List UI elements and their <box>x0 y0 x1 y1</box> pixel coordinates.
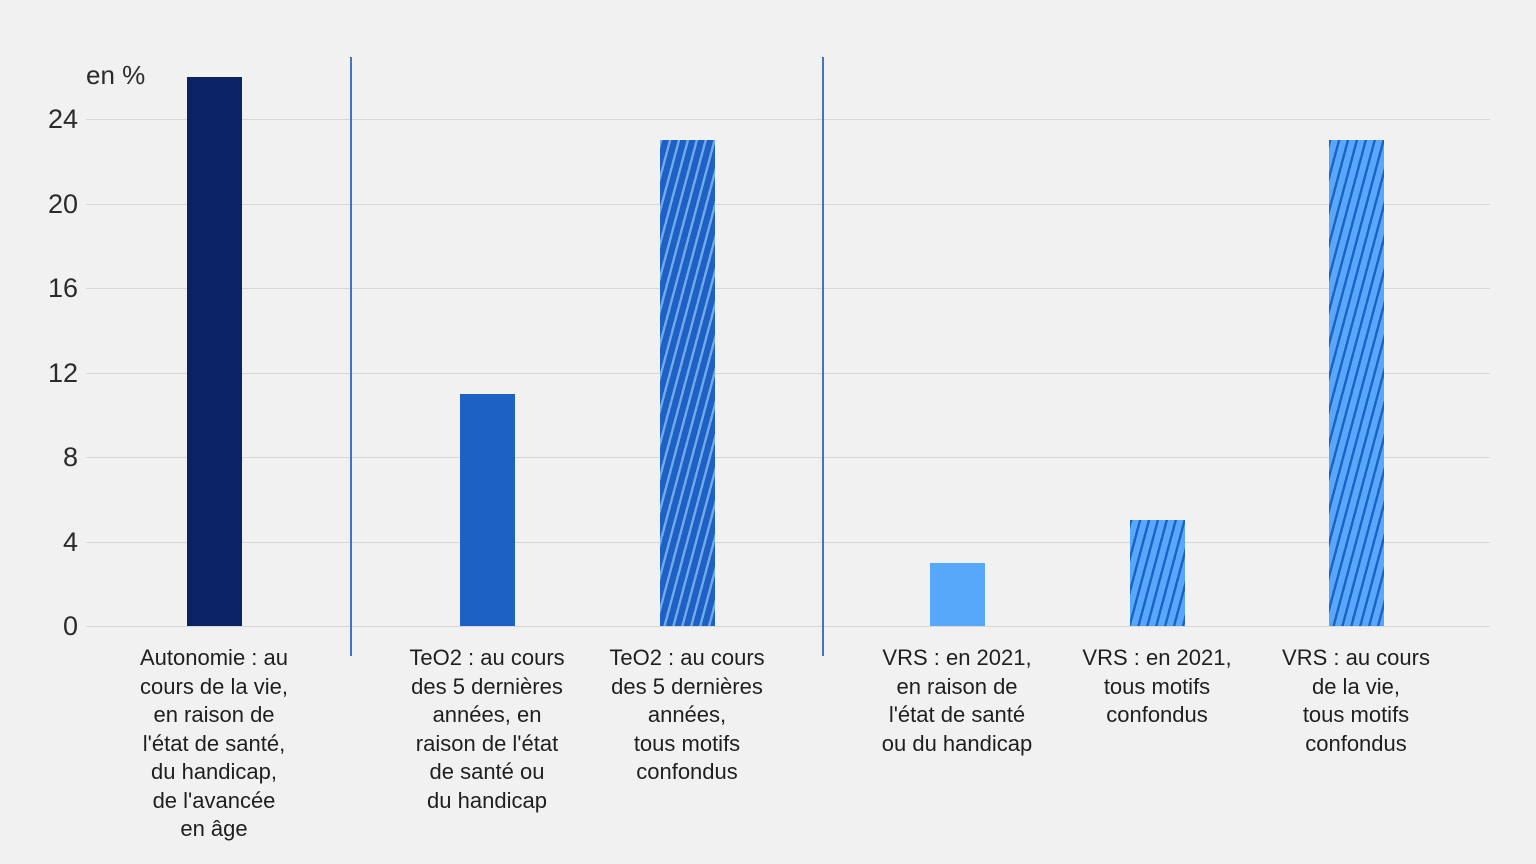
category-label-2: TeO2 : au cours des 5 dernières années, … <box>409 645 565 813</box>
category-label-1: Autonomie : au cours de la vie, en raiso… <box>140 645 288 841</box>
category-label-4: VRS : en 2021, en raison de l'état de sa… <box>881 645 1033 756</box>
gridline-4 <box>86 541 1490 543</box>
bar-6 <box>1328 140 1384 626</box>
group-separator-2 <box>822 57 824 656</box>
gridline-20 <box>86 203 1490 205</box>
bar-5 <box>1129 520 1185 626</box>
y-tick-label: 4 <box>62 526 78 557</box>
y-tick-label: 0 <box>62 611 78 641</box>
gridline-24 <box>86 119 1490 120</box>
bar-2 <box>459 393 515 626</box>
gridline-12 <box>86 372 1490 374</box>
bar-3 <box>659 140 715 626</box>
y-tick-label: 24 <box>47 104 78 134</box>
gridline-8 <box>86 457 1490 458</box>
bar-1 <box>186 76 242 626</box>
gridline-16 <box>86 288 1490 289</box>
group-separator-1 <box>350 57 352 656</box>
category-label-3: TeO2 : au cours des 5 dernières années, … <box>609 645 765 784</box>
category-label-6: VRS : au cours de la vie, tous motifs co… <box>1282 645 1430 756</box>
y-tick-label: 12 <box>47 357 78 388</box>
category-label-5: VRS : en 2021, tous motifs confondus <box>1082 645 1232 727</box>
y-tick-label: 20 <box>47 188 78 219</box>
y-axis-unit-label: en % <box>86 60 146 90</box>
bar-4 <box>929 562 985 626</box>
y-tick-label: 8 <box>62 442 78 472</box>
gridline-0 <box>86 626 1490 627</box>
y-tick-label: 16 <box>47 273 78 303</box>
